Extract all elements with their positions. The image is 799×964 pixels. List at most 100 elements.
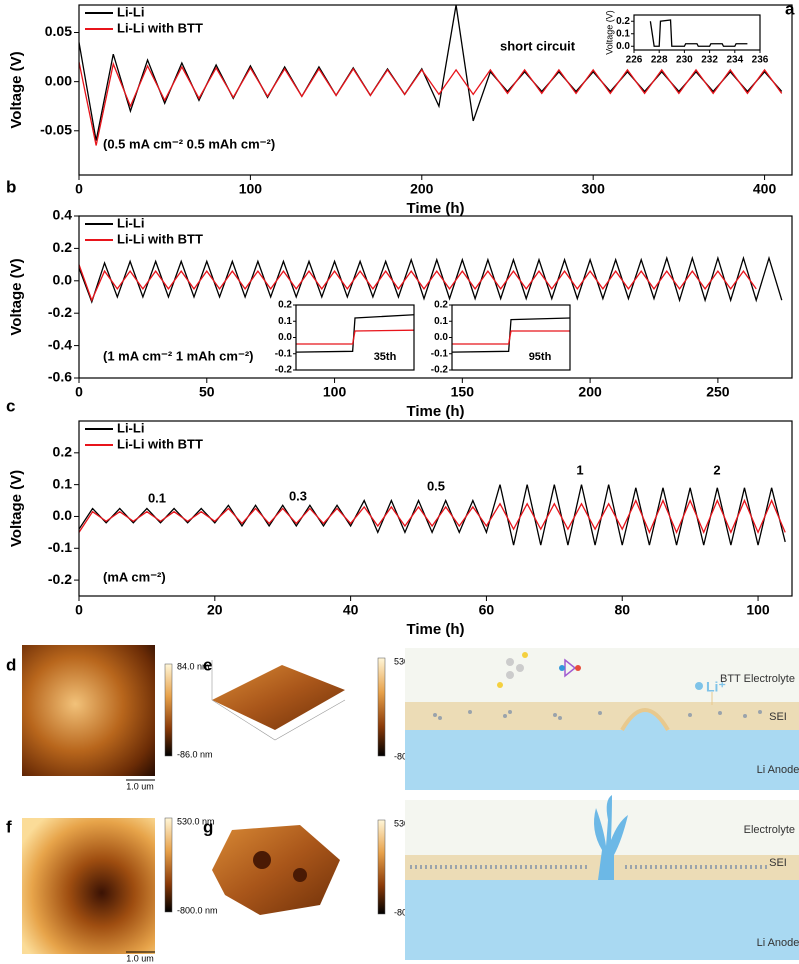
x-tick-label: 230 <box>676 55 693 66</box>
y-tick-label: 0.2 <box>53 444 73 460</box>
plot-area <box>452 305 570 370</box>
molecule-icons <box>497 652 581 688</box>
x-tick-label: 20 <box>207 602 223 618</box>
afm-pit <box>293 868 307 882</box>
x-tick-label: 300 <box>582 181 606 197</box>
legend-label: Li-Li <box>117 215 144 230</box>
x-tick-label: 200 <box>410 181 434 197</box>
series-line <box>79 484 786 546</box>
panel-label: g <box>203 817 213 836</box>
layer-label: Electrolyte <box>744 824 795 836</box>
colorbar <box>164 663 173 757</box>
y-axis-title: Voltage (V) <box>8 258 25 335</box>
y-tick-label: 0.0 <box>53 272 73 288</box>
afm-surface <box>212 665 345 730</box>
plot-frame <box>78 4 793 176</box>
panel-label: f <box>6 817 12 836</box>
colorbar-min: -86.0 nm <box>177 749 213 759</box>
panel-label: a <box>785 0 795 18</box>
y-axis-title: Voltage (V) <box>604 10 614 55</box>
layer-label: SEI <box>769 857 787 869</box>
y-tick-label: 0.0 <box>278 332 292 343</box>
annotation: 35th <box>374 351 397 363</box>
annotation: 2 <box>713 462 720 477</box>
x-tick-label: 234 <box>726 55 743 66</box>
colorbar-max: 530.0 nm <box>177 816 215 826</box>
y-tick-label: -0.1 <box>275 348 293 359</box>
series-line <box>79 264 757 302</box>
y-tick-label: 0.0 <box>53 507 73 523</box>
x-tick-label: 50 <box>199 384 215 400</box>
sei-bump <box>620 708 670 732</box>
series-line <box>649 19 748 47</box>
legend-label: Li-Li with BTT <box>117 436 203 451</box>
layer-label: BTT Electrolyte <box>720 673 795 685</box>
legend-label: Li-Li <box>117 420 144 435</box>
annotation: 95th <box>529 351 552 363</box>
ion-label: Li⁺ <box>706 679 726 695</box>
layer-label: SEI <box>769 711 787 723</box>
afm-axes <box>211 660 346 741</box>
annotation: 1 <box>576 462 583 477</box>
panel-label: d <box>6 655 16 674</box>
x-tick-label: 100 <box>323 384 347 400</box>
afm-image <box>22 645 155 776</box>
annotation: (0.5 mA cm⁻² 0.5 mAh cm⁻²) <box>103 136 275 151</box>
annotation: 0.1 <box>148 490 166 505</box>
x-tick-label: 232 <box>701 55 718 66</box>
ion <box>695 682 703 690</box>
panel-label: e <box>203 655 212 674</box>
anode-layer <box>405 730 799 790</box>
y-tick-label: -0.2 <box>48 304 72 320</box>
legend-label: Li-Li <box>117 4 144 19</box>
y-tick-label: 0.0 <box>616 41 630 52</box>
x-tick-label: 236 <box>752 55 769 66</box>
annotation: 0.3 <box>289 488 307 503</box>
annotation: (mA cm⁻²) <box>103 569 166 584</box>
annotation: 0.5 <box>427 478 445 493</box>
plot-area <box>79 421 792 596</box>
colorbar <box>164 817 173 913</box>
y-tick-label: -0.1 <box>48 539 72 555</box>
y-tick-label: 0.1 <box>278 316 292 327</box>
sei-layer <box>405 702 799 730</box>
y-tick-label: -0.6 <box>48 369 72 385</box>
plot-frame <box>633 14 761 51</box>
colorbar <box>377 657 386 757</box>
afm-image <box>22 818 155 954</box>
y-axis-title: Voltage (V) <box>8 51 25 128</box>
plot-frame <box>78 215 793 379</box>
electrolyte-layer <box>405 648 799 702</box>
x-tick-label: 100 <box>746 602 770 618</box>
x-tick-label: 400 <box>753 181 777 197</box>
y-tick-label: -0.2 <box>275 365 293 376</box>
y-tick-label: 0.05 <box>45 23 72 39</box>
plot-frame <box>78 420 793 597</box>
annotation: (1 mA cm⁻² 1 mAh cm⁻²) <box>103 348 254 363</box>
y-tick-label: 0.4 <box>53 207 73 223</box>
y-tick-label: 0.2 <box>53 239 73 255</box>
panel-label: c <box>6 396 15 415</box>
x-tick-label: 0 <box>75 602 83 618</box>
x-tick-label: 0 <box>75 384 83 400</box>
plot-frame <box>451 304 571 371</box>
afm-surface <box>212 825 340 915</box>
x-tick-label: 150 <box>451 384 475 400</box>
x-axis-title: Time (h) <box>406 200 464 217</box>
x-tick-label: 226 <box>626 55 643 66</box>
x-tick-label: 40 <box>343 602 359 618</box>
plot-area <box>79 216 792 378</box>
series-line <box>79 498 786 535</box>
series-line <box>296 329 414 345</box>
x-tick-label: 250 <box>706 384 730 400</box>
x-tick-label: 228 <box>651 55 668 66</box>
y-tick-label: 0.2 <box>616 16 630 27</box>
y-tick-label: -0.05 <box>40 121 72 137</box>
scale-bar-label: 1.0 um <box>126 781 154 791</box>
y-tick-label: -0.1 <box>431 348 449 359</box>
scale-bar-label: 1.0 um <box>126 953 154 963</box>
y-axis-title: Voltage (V) <box>8 470 25 547</box>
y-tick-label: 0.1 <box>434 316 448 327</box>
y-tick-label: -0.2 <box>48 571 72 587</box>
y-tick-label: 0.2 <box>434 300 448 311</box>
